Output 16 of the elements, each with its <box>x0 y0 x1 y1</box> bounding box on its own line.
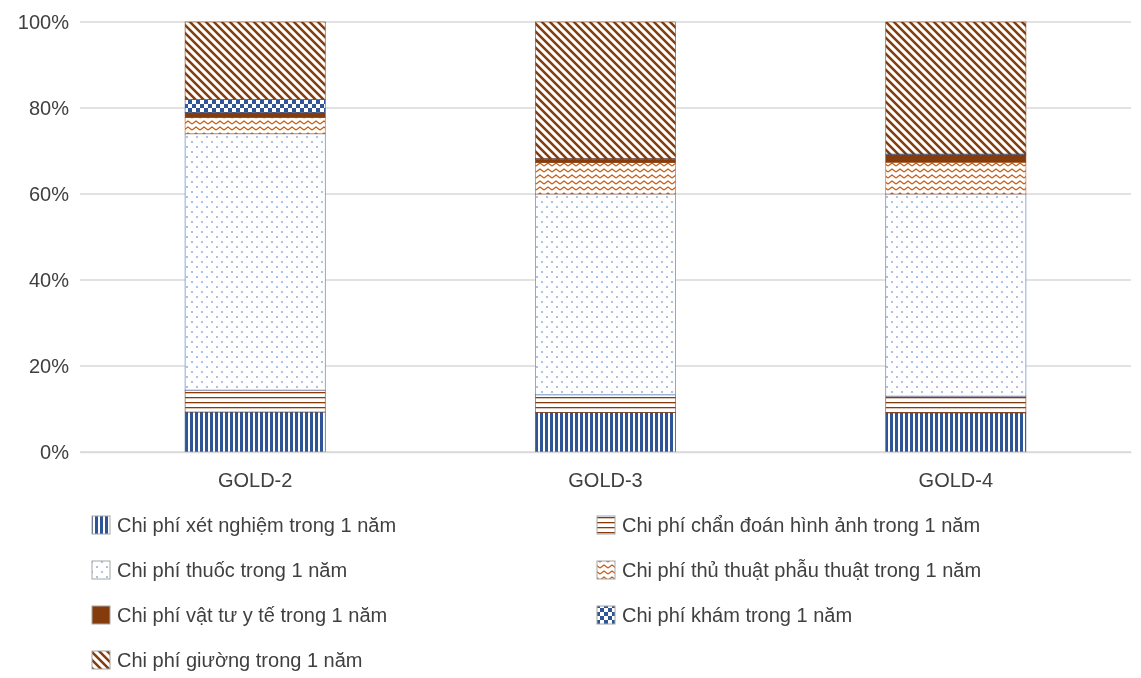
legend-label: Chi phí chẩn đoán hình ảnh trong 1 năm <box>622 514 981 536</box>
x-tick-label: GOLD-4 <box>918 469 994 491</box>
x-tick-label: GOLD-2 <box>217 469 293 491</box>
legend-label: Chi phí thuốc trong 1 năm <box>117 559 348 581</box>
legend-label: Chi phí khám trong 1 năm <box>622 604 853 626</box>
legend-label: Chi phí thủ thuật phẫu thuật trong 1 năm <box>622 559 982 581</box>
x-tick-label: GOLD-3 <box>568 469 643 491</box>
legend-label: Chi phí xét nghiệm trong 1 năm <box>117 514 397 536</box>
y-tick-label: 100% <box>17 10 70 33</box>
y-tick-label: 80% <box>28 96 70 119</box>
legend-label: Chi phí vật tư y tế trong 1 năm <box>117 604 388 626</box>
y-tick-label: 20% <box>28 354 70 377</box>
y-tick-label: 0% <box>40 440 70 463</box>
legend-label: Chi phí giường trong 1 năm <box>117 649 363 671</box>
y-tick-label: 60% <box>28 182 70 205</box>
y-tick-label: 40% <box>28 268 70 291</box>
